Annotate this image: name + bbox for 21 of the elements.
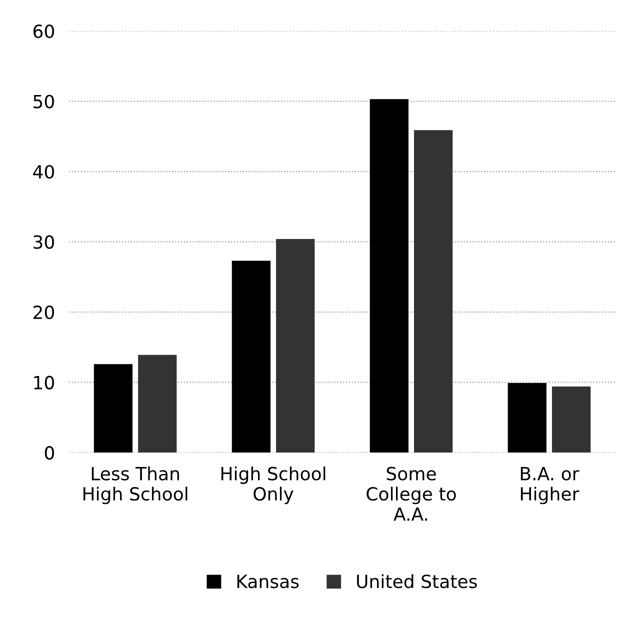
y-tick-label: 20: [34, 306, 54, 320]
y-tick-label: 10: [34, 376, 54, 390]
bar: [414, 130, 453, 453]
legend-label: United States: [357, 574, 477, 588]
bar: [138, 354, 177, 453]
y-tick-label: 0: [44, 446, 54, 460]
y-tick-label: 30: [34, 235, 54, 249]
bar: [94, 364, 133, 453]
bar: [370, 99, 408, 453]
legend-label: Kansas: [237, 574, 299, 588]
y-tick-label: 50: [34, 94, 54, 108]
y-tick-label: 60: [33, 24, 54, 38]
bar: [276, 238, 315, 453]
bar: [552, 386, 591, 453]
bar: [508, 383, 546, 453]
x-tick-label: High School Only: [221, 466, 326, 504]
x-tick-label: B.A. or Higher: [520, 467, 580, 504]
bar: [232, 260, 271, 453]
x-tick-label: Some College to A.A.: [366, 466, 456, 521]
x-tick-label: Less Than High School: [83, 466, 188, 504]
y-tick-label: 40: [33, 164, 54, 179]
